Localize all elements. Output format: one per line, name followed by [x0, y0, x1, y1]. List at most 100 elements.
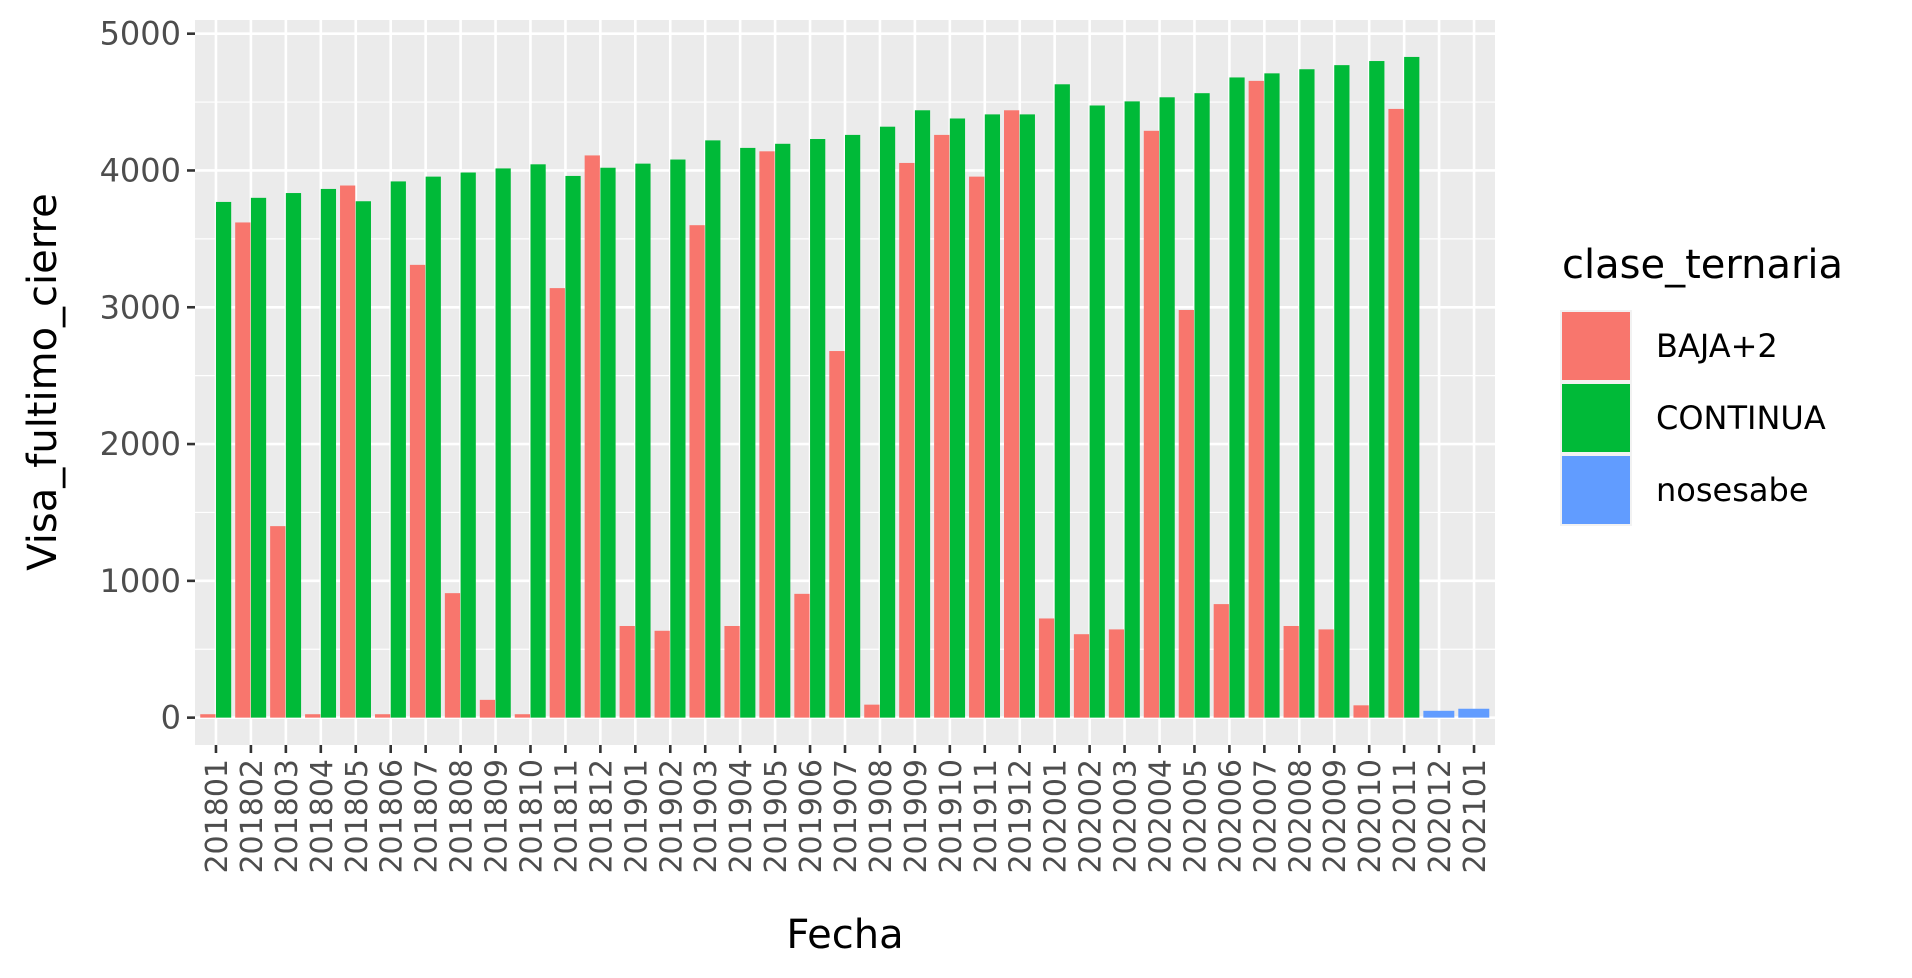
x-tick-label: 201908 [864, 759, 899, 874]
x-tick-label: 202004 [1144, 759, 1179, 874]
x-tick-label: 201905 [759, 759, 794, 874]
bar [444, 593, 461, 718]
bar [949, 118, 966, 718]
y-tick-label: 2000 [100, 425, 181, 463]
bar [654, 630, 670, 718]
y-tick-label: 3000 [100, 288, 181, 326]
bar [1108, 629, 1125, 718]
bar [250, 197, 267, 718]
bar [355, 201, 371, 718]
bar [1353, 705, 1369, 718]
bar [1089, 105, 1105, 718]
bar [969, 176, 985, 718]
bar [635, 163, 651, 718]
bar [1073, 634, 1090, 718]
bar [829, 351, 845, 718]
bar [305, 714, 321, 718]
x-axis-title: Fecha [786, 912, 903, 958]
x-tick-label: 201806 [375, 759, 410, 874]
x-tick-label: 202006 [1213, 759, 1248, 874]
bar [340, 185, 356, 718]
y-tick-label: 1000 [100, 562, 181, 600]
bar [530, 164, 546, 718]
bar [845, 134, 861, 718]
bar [285, 193, 302, 718]
x-tick-label: 201911 [969, 759, 1004, 874]
x-tick-label: 201907 [829, 759, 864, 874]
legend-swatch [1562, 456, 1630, 524]
bar [1283, 625, 1299, 718]
bar [810, 139, 826, 718]
bar [1334, 65, 1350, 718]
x-tick-label: 201902 [654, 759, 689, 874]
legend-label: nosesabe [1656, 471, 1809, 509]
x-tick-label: 201910 [934, 759, 969, 874]
x-tick-label: 201810 [514, 759, 549, 874]
bar [600, 167, 616, 718]
bar [374, 714, 391, 718]
x-tick-label: 202001 [1039, 759, 1074, 874]
x-tick-label: 202005 [1178, 759, 1213, 874]
bar [1019, 114, 1035, 718]
x-tick-label: 202010 [1353, 759, 1388, 874]
bar [619, 625, 635, 718]
x-tick-label: 201807 [410, 759, 445, 874]
bar [1143, 130, 1160, 718]
bar [235, 222, 251, 718]
bar [670, 159, 686, 718]
bar [1458, 708, 1490, 718]
x-tick-label: 201909 [899, 759, 934, 874]
bar [1423, 710, 1455, 718]
bar [1178, 310, 1194, 718]
bar [759, 151, 775, 718]
bar [409, 264, 426, 718]
x-tick-label: 201904 [724, 759, 759, 874]
bar [1318, 629, 1334, 718]
bar [1004, 110, 1020, 718]
x-tick-label: 202007 [1248, 759, 1283, 874]
legend-title: clase_ternaria [1562, 242, 1843, 288]
bar [879, 126, 896, 718]
bar [215, 201, 232, 718]
x-tick-label: 201906 [794, 759, 829, 874]
legend-swatch [1562, 312, 1630, 380]
bar [864, 704, 880, 718]
bar [689, 225, 705, 718]
legend: clase_ternaria BAJA+2 CONTINUA nosesabe [1560, 242, 1843, 526]
x-tick-label: 201803 [270, 759, 305, 874]
bar [899, 162, 915, 718]
legend-label: CONTINUA [1656, 399, 1826, 437]
bar [270, 526, 286, 718]
bars [200, 56, 1490, 718]
bar [705, 140, 721, 718]
x-tick-label: 201809 [480, 759, 515, 874]
bar [390, 181, 406, 718]
legend-label: BAJA+2 [1656, 327, 1778, 365]
x-tick-label: 202008 [1283, 759, 1318, 874]
bar [1369, 61, 1385, 718]
x-tick-label: 202002 [1074, 759, 1109, 874]
bar [934, 134, 950, 718]
bar [1264, 73, 1280, 718]
y-axis: 0 1000 2000 3000 4000 5000 [100, 15, 195, 737]
bar [584, 155, 600, 718]
bar [1054, 84, 1070, 718]
x-tick-label: 201804 [305, 759, 340, 874]
bar [549, 288, 565, 718]
bar [1248, 80, 1264, 718]
x-tick-label: 202011 [1388, 759, 1423, 874]
bar [1388, 108, 1404, 718]
bar [425, 176, 441, 718]
bar [724, 625, 740, 718]
bar [1404, 56, 1420, 718]
y-tick-label: 4000 [100, 151, 181, 189]
bar [1038, 618, 1055, 718]
x-tick-label: 201903 [689, 759, 724, 874]
bar [775, 143, 791, 718]
x-tick-label: 201802 [235, 759, 270, 874]
bar [1299, 69, 1315, 718]
bar [794, 593, 810, 718]
bar [1229, 77, 1245, 718]
